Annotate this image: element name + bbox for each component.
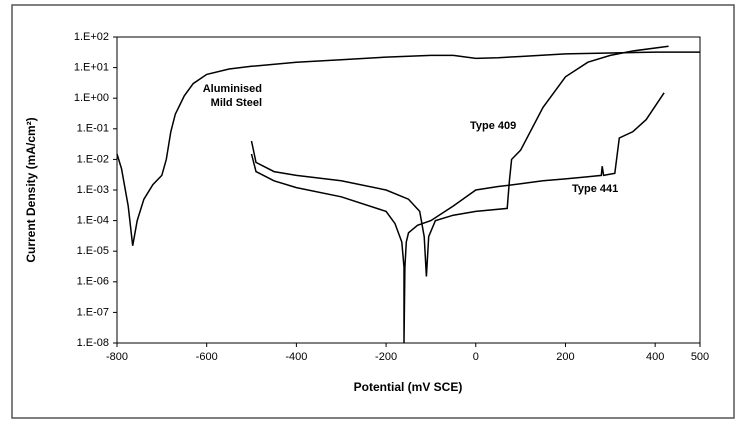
y-tick-label: 1.E+02 (74, 31, 109, 43)
y-tick-label: 1.E+00 (74, 92, 109, 104)
x-tick-label: -400 (285, 351, 307, 363)
annotation: Aluminised (203, 83, 262, 95)
series-line (250, 45, 669, 277)
y-tick-label: 1.E-06 (77, 276, 109, 288)
y-tick-label: 1.E-04 (77, 215, 109, 227)
x-tick-label: -800 (106, 351, 128, 363)
x-tick-label: 200 (556, 351, 574, 363)
series-line (116, 51, 700, 246)
y-tick-label: 1.E-05 (77, 245, 109, 257)
x-tick-label: 0 (473, 351, 479, 363)
y-tick-label: 1.E-08 (77, 337, 109, 349)
chart-frame (11, 4, 735, 419)
x-tick-label: -600 (196, 351, 218, 363)
x-axis-title: Potential (mV SCE) (354, 380, 463, 394)
annotation: Type 441 (572, 183, 618, 195)
annotation: Type 409 (470, 120, 516, 132)
y-axis-title: Current Density (mA/cm²) (24, 117, 38, 262)
series-line (250, 92, 665, 344)
y-tick-label: 1.E-07 (77, 306, 109, 318)
y-tick-label: 1.E-01 (77, 123, 109, 135)
y-tick-label: 1.E-03 (77, 184, 109, 196)
y-tick-label: 1.E-02 (77, 153, 109, 165)
annotation: Mild Steel (211, 97, 262, 109)
x-tick-label: 400 (646, 351, 664, 363)
x-tick-label: -200 (375, 351, 397, 363)
x-tick-label: 500 (691, 351, 709, 363)
y-tick-label: 1.E+01 (74, 62, 109, 74)
